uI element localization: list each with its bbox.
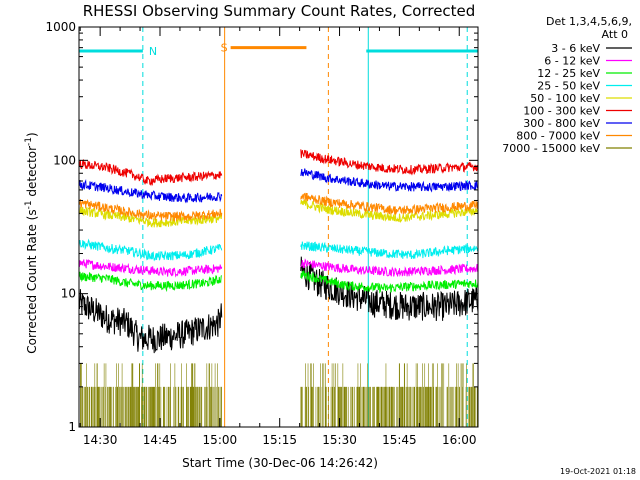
series-3-segment-0 <box>78 238 223 262</box>
x-tick-label: 15:45 <box>382 433 417 447</box>
y-tick-label: 100 <box>53 153 76 167</box>
y-tick-label: 1 <box>68 420 76 434</box>
x-tick-label: 15:00 <box>203 433 238 447</box>
legend-label-1: 6 - 12 keV <box>544 55 600 68</box>
series-7 <box>78 192 479 222</box>
attenuator-label: Att 0 <box>602 28 628 41</box>
interval-label-0: N <box>149 45 157 58</box>
series-6-segment-0 <box>79 179 223 204</box>
series-4 <box>78 199 479 228</box>
y-axis-label: Corrected Count Rate (s-1 detector-1) <box>24 132 39 353</box>
series-3 <box>78 238 479 262</box>
series-5-segment-0 <box>78 158 223 187</box>
series-7-segment-0 <box>78 198 223 222</box>
series-1-segment-0 <box>78 258 223 278</box>
interval-label-2: S <box>221 42 228 55</box>
legend-label-2: 12 - 25 keV <box>537 67 600 80</box>
legend-label-5: 100 - 300 keV <box>523 105 600 118</box>
y-tick-label: 1000 <box>45 20 76 34</box>
series-1-segment-1 <box>300 258 479 277</box>
series-2-segment-1 <box>300 270 479 294</box>
series-1 <box>78 258 479 278</box>
x-tick-label: 16:00 <box>442 433 477 447</box>
legend-label-7: 800 - 7000 keV <box>516 130 600 143</box>
series-0-segment-0 <box>78 289 223 354</box>
series-6 <box>79 168 479 204</box>
legend-label-3: 25 - 50 keV <box>537 80 600 93</box>
legend-label-6: 300 - 800 keV <box>523 117 600 130</box>
series-4-segment-0 <box>78 205 223 228</box>
series-8 <box>78 363 479 427</box>
series-6-segment-1 <box>300 168 479 193</box>
legend-label-4: 50 - 100 keV <box>530 92 600 105</box>
x-tick-label: 14:45 <box>143 433 178 447</box>
legend-label-8: 7000 - 15000 keV <box>502 142 600 155</box>
legend-label-0: 3 - 6 keV <box>551 42 600 55</box>
y-tick-label: 10 <box>61 287 76 301</box>
x-axis-label: Start Time (30-Dec-06 14:26:42) <box>182 456 378 470</box>
x-tick-label: 15:30 <box>322 433 357 447</box>
plot-frame <box>78 26 479 428</box>
x-tick-label: 15:15 <box>262 433 297 447</box>
x-tick-label: 14:30 <box>83 433 118 447</box>
generated-timestamp: 19-Oct-2021 01:18 <box>560 467 636 476</box>
axes: 1 10 100 1000 14:30 14:45 15:00 15:15 15:30 15:45… <box>45 20 479 447</box>
series-5 <box>78 149 479 187</box>
detectors-label: Det 1,3,4,5,6,9, <box>546 15 632 28</box>
series-2 <box>78 270 479 294</box>
series-4-segment-1 <box>300 199 479 223</box>
series-5-segment-1 <box>300 149 479 176</box>
series-3-segment-1 <box>300 241 479 259</box>
chart-title: RHESSI Observing Summary Count Rates, Co… <box>83 2 476 20</box>
series-7-segment-1 <box>300 192 479 216</box>
series-2-segment-0 <box>78 271 223 293</box>
